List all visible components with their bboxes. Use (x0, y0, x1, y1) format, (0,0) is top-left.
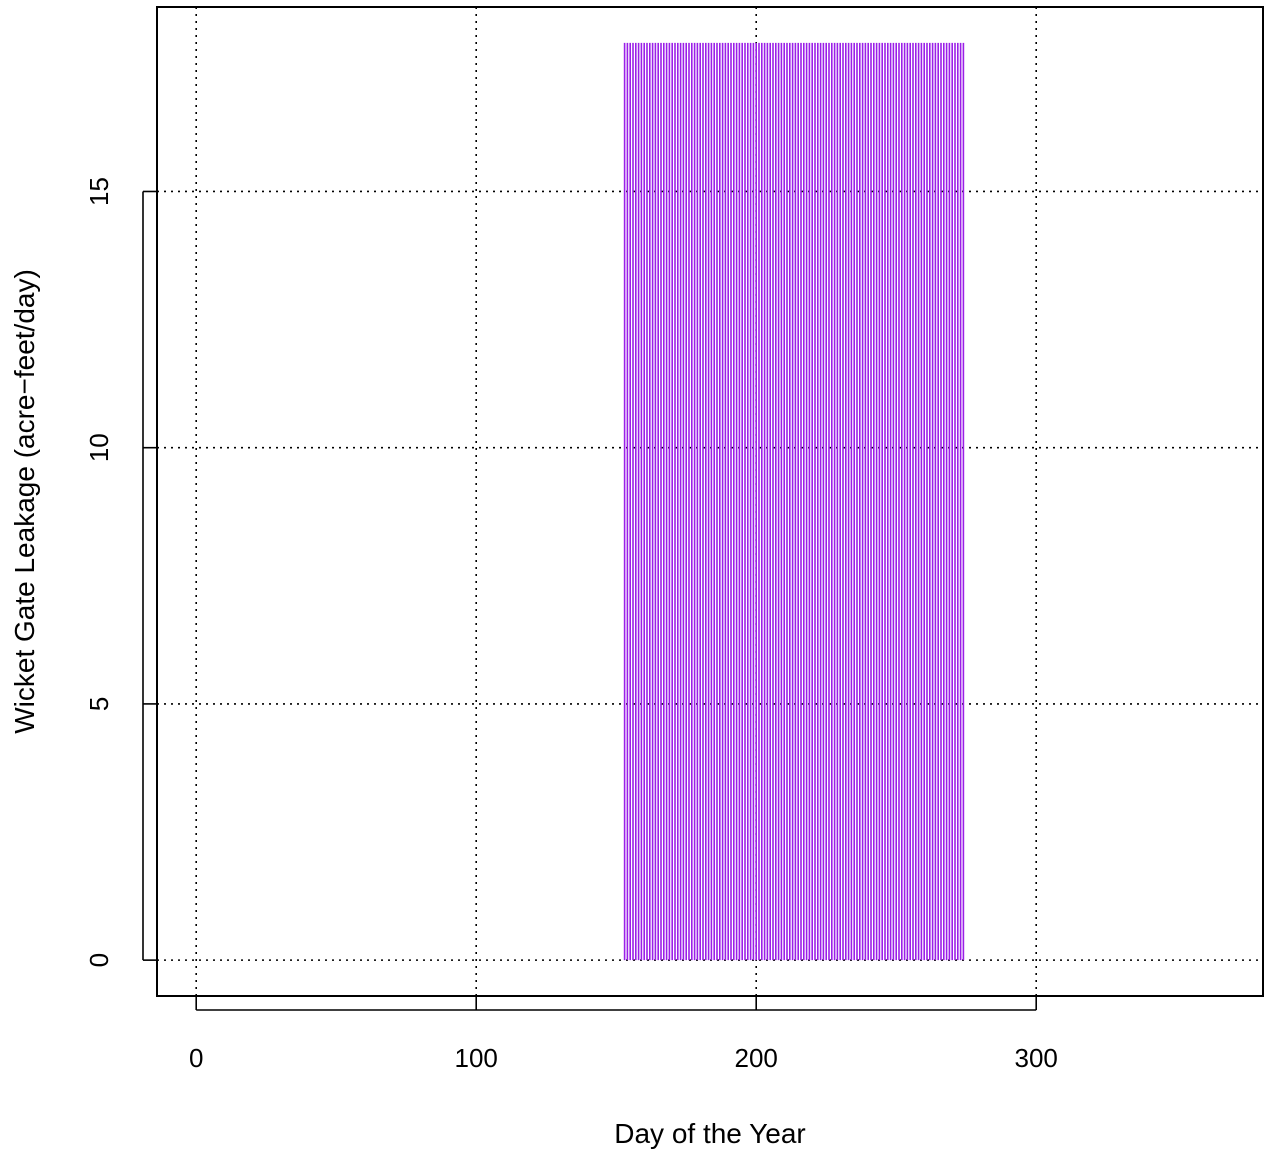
y-axis-label: Wicket Gate Leakage (acre−feet/day) (9, 269, 40, 734)
bars-layer (623, 42, 965, 961)
x-tick-label: 200 (735, 1043, 778, 1073)
x-tick-label: 300 (1015, 1043, 1058, 1073)
x-axis-label: Day of the Year (614, 1118, 805, 1149)
y-axis: 0 5 10 15 (84, 177, 157, 967)
plot-frame (156, 6, 1264, 997)
y-tick-label: 5 (84, 697, 114, 711)
x-tick-label: 100 (455, 1043, 498, 1073)
grid-layer (157, 7, 1263, 996)
x-tick-label: 0 (189, 1043, 203, 1073)
x-axis: 0 100 200 300 (189, 996, 1058, 1073)
y-tick-label: 10 (84, 433, 114, 462)
y-tick-label: 15 (84, 177, 114, 206)
y-tick-label: 0 (84, 953, 114, 967)
